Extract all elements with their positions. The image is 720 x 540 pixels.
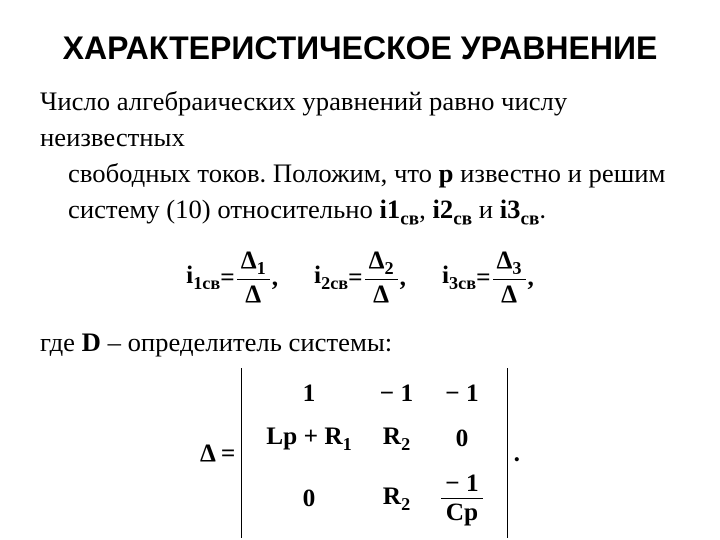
and-word: и bbox=[472, 194, 500, 224]
period: . bbox=[539, 194, 546, 224]
intro-paragraph: Число алгебраических уравнений равно чис… bbox=[40, 83, 680, 232]
det-lhs: Δ = bbox=[200, 439, 235, 468]
equation-group: i1св = Δ1 Δ , i2св = Δ2 Δ , bbox=[186, 246, 534, 309]
where-pre: где bbox=[40, 327, 82, 357]
para-line2a: свободных токов. Положим, что bbox=[68, 158, 439, 188]
where-line: где D – определитель системы: bbox=[40, 327, 680, 358]
det-cell-r1c1: R2 bbox=[366, 415, 427, 462]
para-line1: Число алгебраических уравнений равно чис… bbox=[40, 86, 567, 152]
var-i2: i2св bbox=[432, 194, 472, 224]
determinant-block: Δ = 1− 1− 1Lp + R1R200R2− 1Cp . bbox=[40, 368, 680, 538]
where-post: – определитель системы: bbox=[101, 327, 392, 357]
var-i3: i3св bbox=[500, 194, 540, 224]
det-cell-r0c2: − 1 bbox=[427, 372, 496, 415]
det-cell-r2c2: − 1Cp bbox=[427, 462, 496, 534]
det-cell-r0c1: − 1 bbox=[366, 372, 427, 415]
determinant-matrix: 1− 1− 1Lp + R1R200R2− 1Cp bbox=[241, 368, 507, 538]
equation-row: i1св = Δ1 Δ , i2св = Δ2 Δ , bbox=[40, 246, 680, 309]
frac-delta1: Δ1 Δ bbox=[237, 246, 270, 309]
det-table: 1− 1− 1Lp + R1R200R2− 1Cp bbox=[252, 372, 496, 534]
para-line3a: систему (10) относительно bbox=[68, 194, 380, 224]
frac-delta2: Δ2 Δ bbox=[365, 246, 398, 309]
para-line2b: известно и решим bbox=[453, 158, 665, 188]
frac-delta3: Δ3 Δ bbox=[493, 246, 526, 309]
det-cell-r2c0: 0 bbox=[252, 462, 366, 534]
det-cell-r0c0: 1 bbox=[252, 372, 366, 415]
det-trailing: . bbox=[514, 439, 520, 468]
eq-i3sv: i3св = Δ3 Δ , bbox=[442, 246, 534, 309]
eq-i2sv: i2св = Δ2 Δ , bbox=[314, 246, 406, 309]
slide-title: ХАРАКТЕРИСТИЧЕСКОЕ УРАВНЕНИЕ bbox=[40, 30, 680, 67]
eq-i1sv: i1св = Δ1 Δ , bbox=[186, 246, 278, 309]
var-D: D bbox=[82, 327, 101, 357]
slide: ХАРАКТЕРИСТИЧЕСКОЕ УРАВНЕНИЕ Число алгеб… bbox=[0, 0, 720, 540]
comma1: , bbox=[419, 194, 432, 224]
det-cell-r2c1: R2 bbox=[366, 462, 427, 534]
det-cell-r1c0: Lp + R1 bbox=[252, 415, 366, 462]
var-p: p bbox=[439, 158, 454, 188]
det-cell-r1c2: 0 bbox=[427, 415, 496, 462]
var-i1: i1св bbox=[380, 194, 420, 224]
